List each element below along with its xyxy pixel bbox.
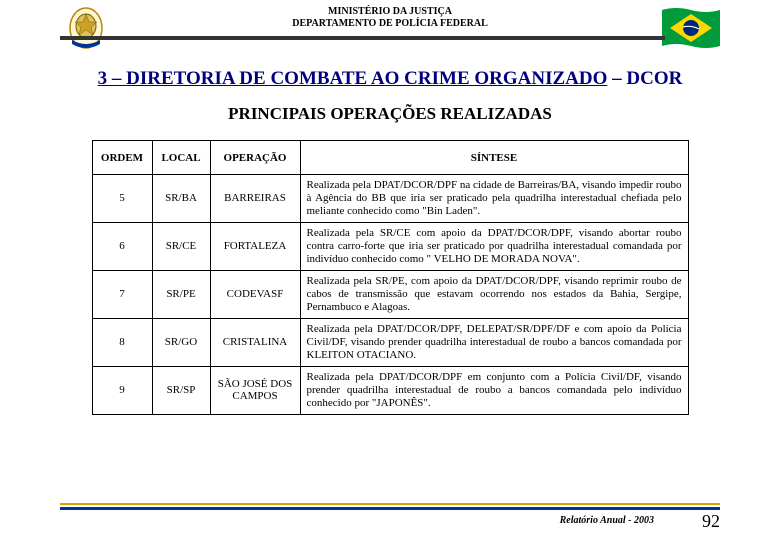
cell-sintese: Realizada pela SR/CE com apoio da DPAT/D… — [300, 222, 688, 270]
cell-ordem: 7 — [92, 270, 152, 318]
title-main: DIRETORIA DE COMBATE AO CRIME ORGANIZADO — [126, 68, 607, 89]
footer-rules — [60, 503, 720, 510]
table-header-row: ORDEM LOCAL OPERAÇÃO SÍNTESE — [92, 141, 688, 175]
cell-sintese: Realizada pela DPAT/DCOR/DPF na cidade d… — [300, 175, 688, 223]
operations-table: ORDEM LOCAL OPERAÇÃO SÍNTESE 5 SR/BA BAR… — [92, 140, 689, 415]
cell-local: SR/PE — [152, 270, 210, 318]
footer-rule-blue — [60, 507, 720, 510]
table-row: 6 SR/CE FORTALEZA Realizada pela SR/CE c… — [92, 222, 688, 270]
cell-ordem: 8 — [92, 318, 152, 366]
page-header: MINISTÉRIO DA JUSTIÇA DEPARTAMENTO DE PO… — [0, 0, 780, 54]
cell-sintese: Realizada pela DPAT/DCOR/DPF em conjunto… — [300, 366, 688, 414]
cell-operacao: CODEVASF — [210, 270, 300, 318]
table-row: 5 SR/BA BARREIRAS Realizada pela DPAT/DC… — [92, 175, 688, 223]
page-number: 92 — [702, 511, 720, 532]
cell-operacao: BARREIRAS — [210, 175, 300, 223]
cell-sintese: Realizada pela DPAT/DCOR/DPF, DELEPAT/SR… — [300, 318, 688, 366]
header-rule — [60, 36, 665, 40]
table-row: 7 SR/PE CODEVASF Realizada pela SR/PE, c… — [92, 270, 688, 318]
cell-local: SR/SP — [152, 366, 210, 414]
section-title: 3 – DIRETORIA DE COMBATE AO CRIME ORGANI… — [0, 54, 780, 94]
cell-local: SR/BA — [152, 175, 210, 223]
cell-ordem: 5 — [92, 175, 152, 223]
cell-operacao: SÃO JOSÉ DOS CAMPOS — [210, 366, 300, 414]
police-shield-icon — [62, 4, 110, 52]
title-dash: – — [607, 68, 626, 89]
cell-operacao: FORTALEZA — [210, 222, 300, 270]
cell-sintese: Realizada pela SR/PE, com apoio da DPAT/… — [300, 270, 688, 318]
th-ordem: ORDEM — [92, 141, 152, 175]
table-row: 8 SR/GO CRISTALINA Realizada pela DPAT/D… — [92, 318, 688, 366]
th-operacao: OPERAÇÃO — [210, 141, 300, 175]
footer-report-label: Relatório Anual - 2003 — [560, 515, 654, 526]
footer-rule-gold — [60, 503, 720, 505]
brazil-flag-icon — [662, 8, 720, 48]
title-suffix: DCOR — [626, 68, 682, 89]
th-sintese: SÍNTESE — [300, 141, 688, 175]
title-prefix: 3 – — [98, 68, 127, 89]
cell-ordem: 6 — [92, 222, 152, 270]
cell-operacao: CRISTALINA — [210, 318, 300, 366]
cell-ordem: 9 — [92, 366, 152, 414]
th-local: LOCAL — [152, 141, 210, 175]
cell-local: SR/CE — [152, 222, 210, 270]
cell-local: SR/GO — [152, 318, 210, 366]
section-subtitle: PRINCIPAIS OPERAÇÕES REALIZADAS — [0, 94, 780, 140]
table-row: 9 SR/SP SÃO JOSÉ DOS CAMPOS Realizada pe… — [92, 366, 688, 414]
